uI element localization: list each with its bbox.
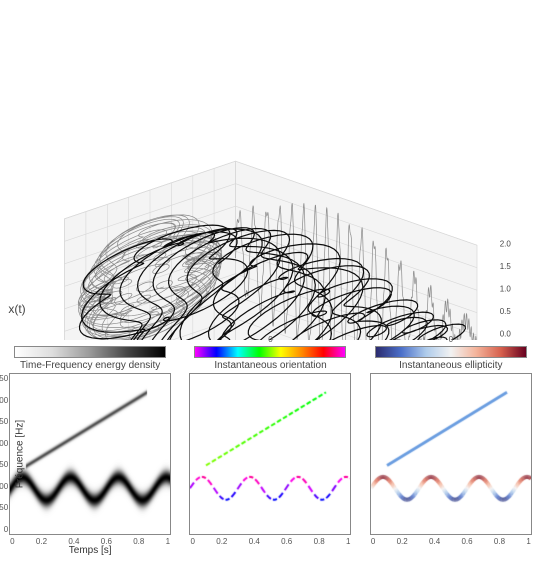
title-energy: Time-Frequency energy density — [20, 360, 160, 371]
panel-3d: 0.300.350.400.450.50-2.0-1.5-1.0-0.50.00… — [0, 0, 541, 340]
cbar-tick-ellipticity: 0 — [376, 335, 526, 344]
svg-text:2.0: 2.0 — [500, 240, 512, 249]
xticks-orientation: 00.20.40.60.81 — [190, 537, 350, 546]
subplot-ellipticity: 0 Instantaneous ellipticity 00.20.40.60.… — [361, 340, 541, 566]
colorbar-energy — [14, 346, 166, 358]
title-ellipticity: Instantaneous ellipticity — [399, 360, 502, 371]
canvas-ellipticity — [371, 374, 531, 534]
subplot-orientation: 0 Instantaneous orientation 00.20.40.60.… — [180, 340, 360, 566]
title-orientation: Instantaneous orientation — [214, 360, 326, 371]
svg-text:1.5: 1.5 — [500, 262, 512, 271]
subplot-energy: Time-Frequency energy density Fréquence … — [0, 340, 180, 566]
bottom-row: Time-Frequency energy density Fréquence … — [0, 340, 541, 566]
xticks-ellipticity: 00.20.40.60.81 — [371, 537, 531, 546]
plotarea-energy: Fréquence [Hz] 050100150200250300350 00.… — [9, 373, 171, 535]
svg-text:0.5: 0.5 — [500, 307, 512, 316]
canvas-energy — [10, 374, 170, 534]
cbar-tick-orientation: 0 — [195, 335, 345, 344]
colorbar-ellipticity: 0 — [375, 346, 527, 358]
plotarea-ellipticity: 00.20.40.60.81 — [370, 373, 532, 535]
svg-text:1.0: 1.0 — [500, 285, 512, 294]
canvas-orientation — [190, 374, 350, 534]
plotarea-orientation: 00.20.40.60.81 — [189, 373, 351, 535]
colorbar-orientation: 0 — [194, 346, 346, 358]
yticks-energy: 050100150200250300350 — [0, 374, 8, 534]
panel-3d-svg: 0.300.350.400.450.50-2.0-1.5-1.0-0.50.00… — [0, 0, 541, 340]
xlabel-energy: Temps [s] — [69, 545, 112, 556]
svg-text:x(t): x(t) — [8, 302, 25, 316]
ylabel-energy: Fréquence [Hz] — [15, 420, 26, 488]
